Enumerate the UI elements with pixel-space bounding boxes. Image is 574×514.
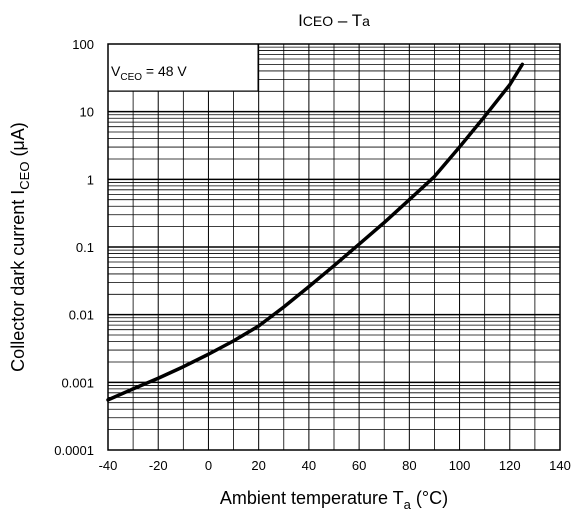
chart-title: ICEO – Ta (298, 11, 370, 30)
x-axis-label: Ambient temperature Ta (°C) (220, 488, 448, 512)
y-tick-label: 0.0001 (54, 443, 94, 458)
x-label-sub: a (404, 497, 412, 512)
y-tick-label: 0.01 (69, 308, 94, 323)
x-tick-label: 120 (499, 458, 521, 473)
series-line (106, 62, 525, 402)
x-tick-label: -40 (99, 458, 118, 473)
y-label-main: Collector dark current I (8, 190, 28, 372)
x-tick-label: -20 (149, 458, 168, 473)
x-tick-label: 100 (449, 458, 471, 473)
x-tick-label: 80 (402, 458, 416, 473)
title-sub: CEO (303, 13, 333, 29)
annotation-sub: CEO (120, 72, 142, 83)
x-tick-label: 0 (205, 458, 212, 473)
x-tick-label: 140 (549, 458, 571, 473)
title-main: I (298, 11, 303, 30)
y-tick-labels: 0.0001 0.001 0.01 0.1 1 10 100 (54, 37, 94, 458)
y-tick-label: 0.001 (61, 375, 94, 390)
y-axis-label: Collector dark current ICEO (μA) (8, 122, 32, 372)
x-tick-label: 60 (352, 458, 366, 473)
annotation-main: V (111, 63, 121, 79)
annotation-text: VCEO = 48 V (111, 63, 187, 83)
y-label-sub: CEO (17, 162, 32, 190)
title-sub2: a (362, 13, 370, 29)
y-tick-label: 100 (72, 37, 94, 52)
y-tick-label: 1 (87, 172, 94, 187)
x-tick-label: 40 (302, 458, 316, 473)
y-tick-label: 10 (80, 105, 94, 120)
x-label-main: Ambient temperature T (220, 488, 404, 508)
x-tick-label: 20 (251, 458, 265, 473)
plot-frame (107, 43, 561, 451)
x-label-unit: (°C) (411, 488, 448, 508)
series-layer (106, 62, 525, 402)
x-tick-labels: -40 -20 0 20 40 60 80 100 120 140 (99, 458, 571, 473)
y-tick-label: 0.1 (76, 240, 94, 255)
annotation-box (107, 43, 259, 92)
grid-lines (108, 44, 560, 450)
y-label-unit: (μA) (8, 122, 28, 161)
annotation-rest: = 48 V (142, 63, 187, 79)
title-mid: – T (333, 11, 362, 30)
